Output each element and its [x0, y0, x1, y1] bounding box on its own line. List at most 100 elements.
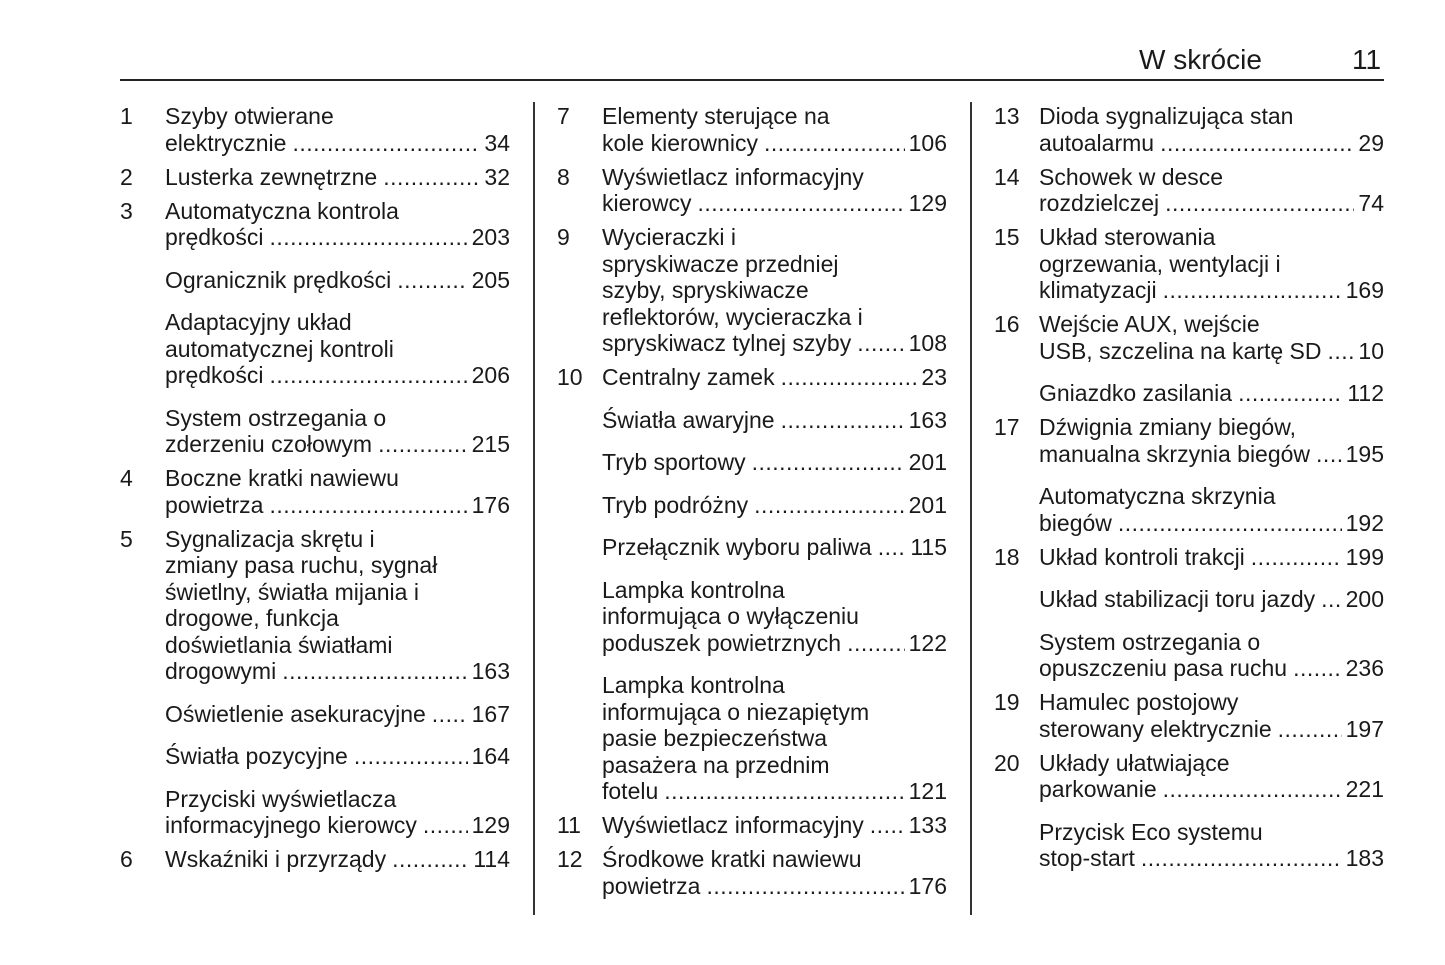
index-entry: 9 Wycieraczki i spryskiwacze przedniej szyb… [557, 224, 947, 357]
entry-number: 17 [994, 414, 1020, 440]
entry-text-line: Boczne kratki nawiewu [165, 465, 399, 491]
entry-last-line: kierowcy 129 [602, 190, 947, 217]
entry-text-line: Elementy sterujące na [602, 103, 830, 129]
entry-last-line: parkowanie 221 [1039, 776, 1384, 803]
entry-number: 15 [994, 224, 1020, 250]
entry-page-reference: 32 [484, 163, 510, 190]
index-entry: Światła awaryjne 163 [557, 407, 947, 434]
entry-last-line: Tryb sportowy 201 [602, 449, 947, 476]
entry-text-line: zmiany pasa ruchu, sygnał [165, 552, 438, 578]
entry-text-line: Światła pozycyjne [165, 743, 348, 769]
dot-leader [1293, 655, 1342, 682]
entry-page-reference: 199 [1345, 543, 1384, 570]
entry-text-line: System ostrzegania o [165, 404, 387, 431]
entry-text-line: drogowymi [165, 658, 277, 684]
entry-page-reference: 163 [471, 658, 510, 684]
dot-leader [857, 330, 904, 357]
entry-number: 20 [994, 749, 1020, 776]
entry-last-line: kole kierownicy 106 [602, 130, 947, 157]
entry-number: 12 [557, 846, 583, 872]
entry-page-reference: 236 [1345, 655, 1384, 681]
entry-page-reference: 112 [1347, 380, 1384, 406]
entry-text-line: Gniazdko zasilania [1039, 380, 1233, 406]
entry-text-line: drogowe, funkcja [165, 605, 339, 631]
dot-leader [383, 164, 480, 191]
entry-text-line: Ogranicznik prędkości [165, 266, 392, 293]
dot-leader [432, 701, 468, 728]
entry-number: 6 [120, 846, 133, 872]
dot-leader [282, 658, 467, 685]
entry-number: 8 [557, 163, 570, 190]
entry-text-line: Lampka kontrolna [602, 576, 785, 603]
entry-number: 5 [120, 525, 133, 552]
entry-page-reference: 129 [908, 190, 947, 216]
entry-page-reference: 195 [1345, 440, 1384, 467]
dot-leader [1163, 776, 1342, 803]
dot-leader [397, 267, 467, 294]
entry-page-reference: 167 [471, 700, 510, 727]
entry-number: 18 [994, 543, 1020, 570]
header-rule [120, 79, 1384, 81]
entry-page-reference: 206 [471, 362, 510, 388]
entry-last-line: autoalarmu 29 [1039, 130, 1384, 157]
index-entry: Układ stabilizacji toru jazdy 200 [994, 586, 1384, 613]
entry-page-reference: 10 [1358, 337, 1384, 364]
entry-number: 2 [120, 163, 133, 190]
entry-page-reference: 133 [908, 812, 947, 838]
entry-text-line: elektrycznie [165, 129, 287, 156]
entry-last-line: fotelu 121 [602, 778, 947, 805]
entry-text-line: klimatyzacji [1039, 277, 1157, 303]
dot-leader [269, 224, 467, 251]
index-entry: Przyciski wyświetlacza informacyjnego kie… [120, 786, 510, 839]
entry-last-line: informacyjnego kierowcy 129 [165, 812, 510, 839]
index-entry: 11 Wyświetlacz informacyjny 133 [557, 812, 947, 839]
entry-page-reference: 122 [908, 629, 947, 656]
entry-text-line: powietrza [602, 872, 701, 899]
entry-text-line: powietrza [165, 491, 264, 518]
entry-last-line: drogowymi 163 [165, 658, 510, 685]
entry-text-line: Wycieraczki i [602, 224, 736, 250]
entry-text-line: parkowanie [1039, 776, 1157, 802]
dot-leader [764, 130, 905, 157]
entry-text-line: Układ stabilizacji toru jazdy [1039, 586, 1316, 612]
index-entry: Lampka kontrolna informująca o wyłączeniu… [557, 577, 947, 657]
entry-last-line: powietrza 176 [602, 873, 947, 900]
index-entry: System ostrzegania o opuszczeniu pasa ruc… [994, 629, 1384, 682]
entry-text-line: Wyświetlacz informacyjny [602, 163, 864, 190]
dot-leader [1163, 277, 1342, 304]
entry-last-line: stop-start 183 [1039, 845, 1384, 872]
entry-number: 13 [994, 103, 1020, 129]
entry-page-reference: 163 [908, 406, 947, 433]
index-entry: 10 Centralny zamek 23 [557, 364, 947, 391]
entry-text-line: Centralny zamek [602, 364, 775, 390]
entry-text-line: reflektorów, wycieraczka i [602, 303, 863, 330]
dot-leader [870, 812, 905, 839]
column-divider [533, 102, 535, 915]
entry-last-line: Tryb podróżny 201 [602, 492, 947, 519]
entry-page-reference: 176 [908, 872, 947, 899]
entry-number: 4 [120, 465, 133, 491]
entry-last-line: Lusterka zewnętrzne 32 [165, 164, 510, 191]
entry-last-line: elektrycznie 34 [165, 130, 510, 157]
dot-leader [1321, 586, 1342, 613]
entry-last-line: Światła awaryjne 163 [602, 407, 947, 434]
dot-leader [1316, 441, 1342, 468]
dot-leader [354, 743, 468, 770]
entry-text-line: prędkości [165, 224, 264, 250]
entry-page-reference: 74 [1358, 190, 1384, 216]
entry-text-line: kierowcy [602, 190, 692, 216]
dot-leader [847, 630, 905, 657]
index-entry: Lampka kontrolna informująca o niezapięty… [557, 672, 947, 805]
section-title: W skrócie [1139, 44, 1262, 75]
entry-text-line: Przyciski wyświetlacza [165, 785, 397, 812]
entry-text-line: poduszek powietrznych [602, 629, 842, 656]
entry-number: 14 [994, 163, 1020, 190]
entry-text-line: Sygnalizacja skrętu i [165, 525, 375, 552]
index-entry: Gniazdko zasilania 112 [994, 380, 1384, 407]
dot-leader [706, 873, 904, 900]
